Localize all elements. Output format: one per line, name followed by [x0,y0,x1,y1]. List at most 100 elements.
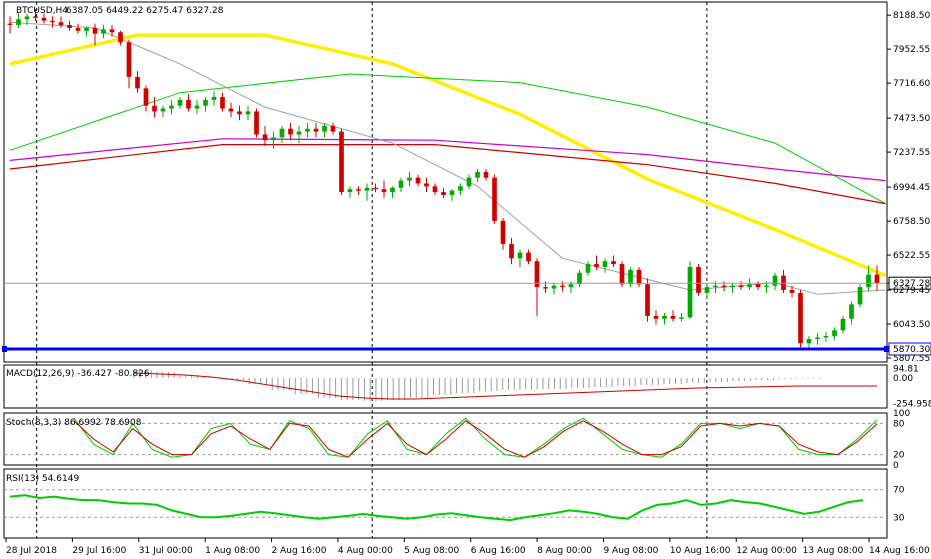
candle-body [517,252,523,259]
support-line [2,282,889,352]
candle-body [611,261,616,265]
candle-body [798,292,803,344]
candle-body [288,128,293,135]
candle-body [228,108,234,112]
candle-body [390,187,395,193]
support-price-box [888,342,931,356]
candle-body [330,125,336,132]
ma-line-green [9,73,886,205]
stoch-d-line [73,420,878,458]
time-label: 9 Aug 08:00 [603,546,658,556]
candle-body [245,111,251,115]
candle-body [364,187,370,191]
stoch-k-line [73,417,878,458]
candle-body [194,105,200,109]
candle-body [177,99,183,106]
candle-body [305,128,310,132]
price-label: 6994.45 [893,183,930,193]
candle-body [118,32,123,43]
rsi-tick-label: 30 [893,513,905,523]
candle-body [602,261,608,267]
candle-body [143,88,149,106]
candle-body [432,186,438,193]
macd-label: MACD(12,26,9) -36.427 -80.826 [6,369,150,379]
macd-signal-line [133,372,877,400]
candle-body [373,187,378,190]
macd-tick-label: 94.81 [893,365,919,375]
price-label: 5870.30 [893,345,930,355]
candle-body [101,29,106,34]
price-label: 7473.50 [893,114,930,124]
candle-body [16,19,21,26]
candle-body [279,128,285,138]
chart-grid [36,2,708,538]
candle-body [313,128,319,132]
candlesticks [7,9,880,350]
candle-body [169,105,174,109]
candle-body [415,177,421,184]
pane-borders [3,1,888,539]
candle-body [874,274,880,284]
candle-body [441,192,446,195]
candle-body [543,287,548,289]
candle-body [696,266,701,293]
price-axis: 8188.50 7952.55 7716.60 7473.50 7237.55 6994.… [887,11,931,364]
candle-body [806,338,812,344]
candle-body [152,105,157,112]
time-axis: 28 Jul 2018 29 Jul 16:00 31 Jul 00:00 1 Aug… [5,538,930,556]
stoch-tick-label: 0 [893,461,899,471]
stoch-tick-label: 80 [893,419,905,429]
candle-body [109,29,115,33]
candle-body [67,25,72,28]
candle-body [203,99,208,106]
time-label: 10 Aug 16:00 [670,546,731,556]
current-price-box [888,276,931,290]
candle-body [551,285,557,289]
ma-line-yellow [9,33,887,278]
rsi-tick-label: 70 [893,486,905,496]
candle-body [347,189,353,193]
candle-body [823,336,829,338]
time-label: 2 Aug 16:00 [272,546,327,556]
candle-body [585,264,591,273]
candle-body [483,171,489,178]
rsi-pane: 70 30 [4,486,905,523]
price-label: 7716.60 [893,79,930,89]
candle-body [687,266,693,318]
price-label: 8188.50 [893,11,930,21]
candle-body [815,337,820,339]
candle-body [7,23,13,26]
candle-body [679,317,684,319]
candle-body [398,180,404,188]
time-label: 29 Jul 16:00 [72,546,126,556]
candle-body [220,97,225,109]
macd-pane: 94.810.00 -254.958 [133,365,931,409]
candle-body [849,304,854,319]
candle-body [764,285,769,288]
macd-tick-label: 0.00 [893,374,913,384]
candle-body [356,189,361,191]
candle-body [84,27,89,31]
time-label: 13 Aug 08:00 [803,546,864,556]
time-label: 6 Aug 16:00 [471,546,526,556]
price-label: 7952.55 [893,45,930,55]
candle-body [339,131,344,193]
candle-body [713,285,718,288]
candle-body [407,177,412,181]
ohlc-label: 6387.05 6449.22 6275.47 6327.28 [66,6,224,16]
candle-body [135,76,140,89]
candle-body [449,190,455,195]
support-handle-right [884,345,889,352]
candle-body [322,125,327,132]
candle-body [747,284,752,288]
candle-body [594,264,599,267]
rsi-line [9,494,864,522]
stoch-tick-label: 20 [893,451,905,461]
time-label: 4 Aug 00:00 [338,546,393,556]
candle-body [755,284,761,288]
pane-border-0 [3,1,888,363]
pane-border-3 [3,468,888,539]
time-label: 28 Jul 2018 [6,546,57,556]
candle-body [271,137,276,141]
candle-body [526,252,531,262]
